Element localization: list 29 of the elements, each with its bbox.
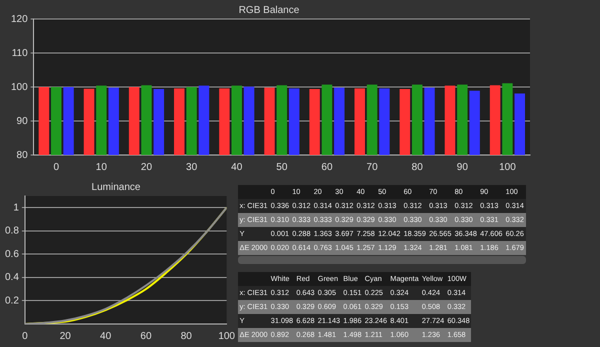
y-tick-label: 0.4 bbox=[4, 272, 20, 284]
y-tick-label: 0.2 bbox=[4, 295, 20, 306]
x-tick-label: 50 bbox=[276, 162, 288, 173]
x-tick-label: 20 bbox=[140, 162, 152, 173]
x-tick-label: 70 bbox=[366, 162, 378, 173]
x-tick-label: 40 bbox=[231, 162, 243, 173]
x-tick-label: 100 bbox=[218, 330, 236, 342]
x-tick-label: 100 bbox=[499, 162, 516, 173]
x-tick-label: 0 bbox=[22, 330, 28, 342]
x-tick-label: 80 bbox=[412, 162, 424, 173]
y-tick-label: 100 bbox=[10, 82, 28, 93]
y-tick-label: 90 bbox=[16, 116, 28, 127]
y-tick-label: 1 bbox=[13, 202, 20, 214]
y-tick-label: 110 bbox=[12, 48, 28, 59]
x-tick-label: 80 bbox=[180, 330, 192, 342]
chart-title: RGB Balance bbox=[238, 4, 300, 16]
x-tick-label: 0 bbox=[53, 162, 60, 173]
x-tick-label: 20 bbox=[60, 330, 72, 342]
y-tick-label: 120 bbox=[10, 14, 28, 25]
x-tick-label: 60 bbox=[140, 330, 152, 342]
chart-title: Luminance bbox=[92, 182, 141, 193]
y-tick-label: 0.6 bbox=[4, 248, 20, 260]
x-tick-label: 60 bbox=[321, 162, 333, 173]
x-tick-label: 40 bbox=[100, 330, 112, 342]
x-tick-label: 30 bbox=[186, 162, 198, 173]
y-tick-label: 80 bbox=[16, 150, 28, 161]
y-tick-label: 0.8 bbox=[4, 226, 20, 237]
x-tick-label: 10 bbox=[96, 162, 108, 173]
x-tick-label: 90 bbox=[456, 162, 468, 173]
